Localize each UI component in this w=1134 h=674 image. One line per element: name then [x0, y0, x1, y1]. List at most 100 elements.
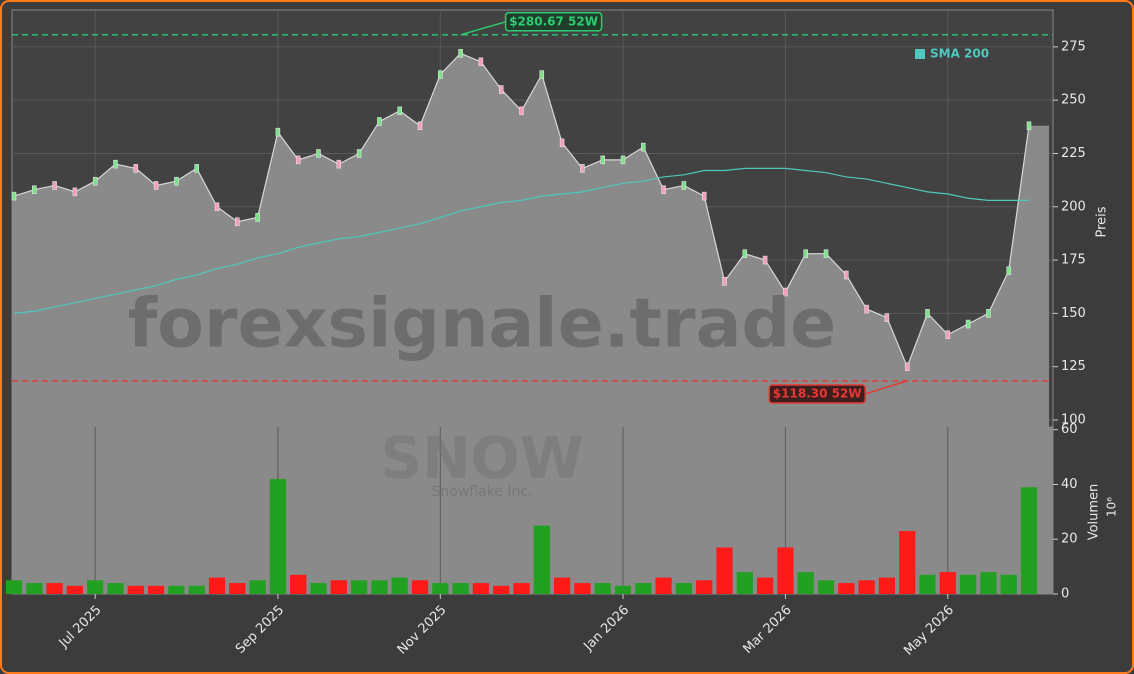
candle: [986, 309, 991, 318]
volume-bar: [696, 580, 713, 594]
candle: [722, 277, 727, 286]
candle: [255, 213, 260, 222]
candle: [904, 362, 910, 371]
annotation-arrow: [864, 380, 908, 395]
volume-bar: [817, 580, 835, 594]
candle: [783, 287, 788, 297]
volume-bar: [756, 577, 774, 594]
candle: [1026, 121, 1032, 131]
y-tick-label: 225: [1061, 146, 1086, 161]
candle: [52, 181, 57, 190]
candle: [580, 164, 585, 173]
volume-bar: [594, 583, 611, 594]
volume-bar: [87, 580, 104, 594]
candle: [92, 176, 98, 186]
volume-bar: [777, 547, 794, 594]
volume-bar: [107, 583, 124, 594]
candle: [72, 187, 78, 197]
volume-bar: [675, 583, 693, 594]
volume-bar: [919, 574, 936, 594]
y-tick-label: 150: [1061, 306, 1086, 321]
volume-bar: [736, 572, 753, 594]
volume-bar: [249, 580, 266, 594]
candle: [316, 149, 321, 158]
candle: [174, 176, 179, 186]
volume-bar: [391, 577, 408, 594]
candle: [194, 164, 199, 173]
volume-bar: [899, 531, 916, 594]
watermark-company: Snowflake Inc.: [432, 484, 533, 500]
candle: [844, 270, 849, 280]
volume-bar: [330, 580, 347, 594]
candle: [113, 159, 118, 169]
candle: [762, 255, 768, 265]
y2-tick-label: 20: [1061, 532, 1078, 547]
candle: [620, 155, 626, 165]
annotation-arrow: [460, 21, 506, 36]
volume-bar: [46, 583, 63, 594]
candle: [32, 185, 37, 194]
volume-bar: [290, 574, 307, 594]
candle: [295, 155, 301, 165]
volume-bar: [533, 525, 550, 594]
candle: [742, 249, 748, 258]
candle: [823, 249, 829, 258]
candle: [458, 49, 463, 58]
candle: [945, 330, 951, 339]
candle: [884, 313, 890, 322]
volume-bar: [1020, 487, 1038, 594]
volume-bar: [229, 583, 246, 594]
volume-bar: [878, 577, 896, 594]
y-tick-label: 125: [1061, 359, 1086, 374]
watermark: forexsignale.trade: [128, 285, 837, 364]
volume-bar: [127, 585, 144, 594]
volume-bar: [716, 547, 733, 594]
candle: [559, 138, 565, 148]
legend-label: SMA 200: [930, 47, 989, 61]
volume-bar: [655, 577, 672, 594]
candle: [478, 57, 484, 67]
candle: [417, 121, 423, 131]
candle: [133, 164, 139, 173]
volume-bar: [5, 580, 23, 594]
candle: [336, 159, 342, 169]
volume-bar: [574, 583, 591, 594]
y2-tick-label: 60: [1061, 422, 1078, 437]
volume-bar: [493, 585, 510, 594]
y-tick-label: 250: [1061, 93, 1086, 108]
candle: [661, 185, 666, 194]
candle: [377, 117, 382, 126]
candle: [925, 309, 930, 318]
candle: [235, 217, 240, 226]
y-tick-label: 200: [1061, 199, 1086, 214]
volume-bar: [980, 572, 997, 594]
y-tick-label: 275: [1061, 39, 1086, 54]
volume-bar: [432, 583, 449, 594]
sma-line: [13, 167, 1029, 314]
volume-bar: [168, 585, 185, 594]
candle: [498, 85, 504, 94]
volume-bar: [66, 585, 84, 594]
y-tick-label: 100: [1061, 412, 1086, 427]
y2-axis-label: Volumen: [1087, 484, 1102, 541]
volume-bar: [939, 572, 956, 594]
candle: [681, 181, 687, 190]
annotation-label: $280.67 52W: [509, 14, 598, 28]
volume-bar: [513, 583, 530, 594]
volume-bar: [472, 583, 490, 594]
watermark-ticker: SNOW: [380, 424, 584, 492]
volume-bar: [959, 574, 977, 594]
y2-tick-label: 40: [1061, 477, 1078, 492]
volume-bar: [452, 583, 469, 594]
legend-swatch: [915, 49, 925, 59]
candle: [864, 304, 869, 314]
candle: [965, 319, 971, 329]
volume-bar: [147, 585, 165, 594]
candle: [153, 181, 159, 190]
volume-bar: [371, 580, 388, 594]
y2-exponent: 10⁶: [1105, 497, 1119, 517]
volume-bar: [797, 572, 814, 594]
candle: [275, 127, 281, 137]
volume-bar: [838, 583, 855, 594]
